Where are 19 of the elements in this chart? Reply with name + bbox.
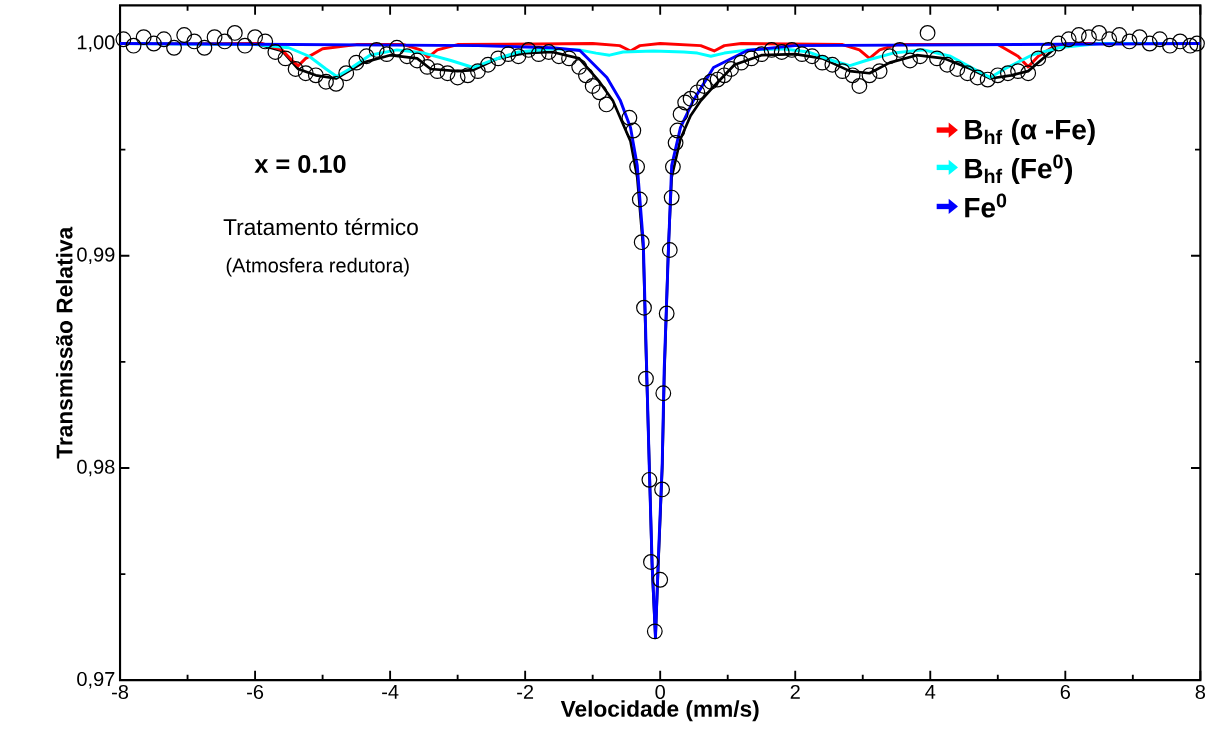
x-tick-label: -2: [517, 685, 534, 700]
x-tick-label: 8: [1195, 685, 1206, 700]
x-tick-label: -4: [382, 685, 399, 699]
x-tick-label: 0: [655, 685, 665, 700]
x-tick-label: 4: [925, 685, 936, 699]
legend-label: B$_{hf}$ (α -Fe): [965, 119, 1095, 146]
x-tick-label: 6: [1060, 685, 1070, 700]
y-tick-label: 0,98: [77, 459, 115, 477]
annotation: Tratamento térmico: [223, 218, 418, 236]
y-axis-title: Transmissão Relativa: [55, 226, 73, 459]
y-tick-label: 0,99: [77, 247, 115, 265]
legend-label: Fe$^{0}$: [965, 193, 1007, 218]
annotation: x = 0.10: [254, 155, 346, 174]
annotation: (Atmosfera redutora): [226, 258, 409, 277]
x-tick-label: 2: [790, 685, 800, 700]
x-axis-title: Velocidade (mm/s): [560, 700, 759, 722]
legend-label: B$_{hf}$ (Fe$^{0}$): [965, 154, 1073, 185]
y-tick-label: 1,00: [77, 35, 115, 53]
x-tick-label: -6: [247, 685, 264, 700]
